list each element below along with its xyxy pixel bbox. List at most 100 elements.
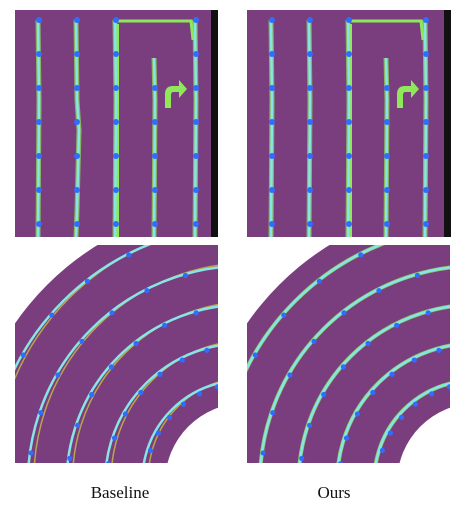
lane-point: [74, 187, 80, 193]
lane-point: [346, 51, 352, 57]
lane-point: [260, 450, 266, 456]
lane-point: [113, 119, 119, 125]
lane-point: [152, 187, 158, 193]
lane-point: [197, 391, 203, 397]
lane: [27, 266, 218, 463]
lane-point: [74, 51, 80, 57]
lane-point: [193, 310, 199, 316]
lane-edge: [33, 264, 218, 463]
lane-point: [456, 265, 461, 270]
lane-point: [452, 225, 457, 230]
lane: [142, 382, 218, 463]
lane-point: [108, 364, 115, 370]
lane: [384, 57, 389, 238]
caption: Baseline: [91, 483, 150, 502]
lane-point: [36, 51, 42, 57]
lane-point: [36, 85, 42, 91]
lane-point: [299, 455, 305, 461]
lane-point: [379, 447, 386, 454]
lane: [374, 382, 450, 463]
lane-point: [105, 461, 111, 463]
lane-point: [38, 410, 44, 416]
lane-point: [307, 17, 313, 23]
top-panel: [247, 10, 451, 238]
lane-point: [270, 410, 276, 416]
bottom-panel: [247, 225, 461, 471]
lane-point: [220, 225, 225, 230]
lane-point: [346, 85, 352, 91]
lane-point: [412, 401, 419, 407]
lane-point: [375, 466, 380, 471]
lane-point: [126, 252, 132, 258]
lane-point: [75, 422, 81, 428]
lane-point: [143, 466, 148, 471]
arcs: [0, 225, 232, 471]
lane-point: [113, 51, 119, 57]
lane-point: [152, 119, 158, 125]
lane-point: [157, 371, 163, 377]
edge: [211, 10, 218, 237]
lane-point: [307, 422, 313, 428]
lane-point: [376, 287, 382, 294]
lane-point: [147, 447, 154, 454]
lane-point: [423, 119, 429, 125]
lane-edge: [148, 381, 218, 463]
lane-point: [89, 391, 95, 398]
lane-point: [311, 338, 317, 344]
lane: [247, 245, 384, 372]
lane-point: [113, 153, 119, 159]
lane-point: [269, 17, 275, 23]
lane-point: [193, 153, 199, 159]
lane-point: [36, 119, 42, 125]
lane-point: [113, 17, 119, 23]
lane-point: [389, 371, 395, 377]
lane-point: [133, 340, 139, 347]
lane-point: [28, 450, 34, 456]
lane: [105, 344, 218, 463]
lane-point: [321, 391, 327, 398]
lane-point: [398, 414, 405, 420]
lane-point: [307, 153, 313, 159]
lane-point: [49, 312, 55, 318]
lane-point: [55, 372, 61, 378]
lane-point: [67, 455, 73, 461]
lane-point: [423, 51, 429, 57]
lane-point: [337, 461, 343, 463]
lane-point: [384, 153, 390, 159]
lane-point: [446, 384, 450, 390]
lane-point: [370, 389, 376, 396]
lane-point: [144, 287, 150, 294]
lane-point: [384, 221, 390, 227]
lane-point: [36, 221, 42, 227]
lane-point: [74, 153, 80, 159]
lane-point: [113, 187, 119, 193]
lane-edge: [111, 343, 218, 463]
lane-point: [281, 312, 287, 318]
lane-point: [307, 85, 313, 91]
lane-point: [414, 272, 421, 278]
lane-point: [384, 187, 390, 193]
top-panel: [15, 10, 218, 238]
lane-point: [36, 187, 42, 193]
lane-point: [269, 187, 275, 193]
lane-point: [166, 414, 173, 420]
lane-point: [425, 310, 431, 316]
lane-point: [269, 119, 275, 125]
lane-point: [227, 304, 232, 309]
lane-point: [0, 397, 5, 402]
lane-point: [113, 221, 119, 227]
lane-point: [155, 430, 161, 436]
lane-point: [354, 411, 361, 417]
lane-point: [387, 430, 393, 436]
lane-point: [79, 338, 85, 344]
lane-point: [204, 347, 210, 353]
lane-point: [152, 153, 158, 159]
lane-point: [138, 389, 144, 396]
lane-point: [316, 278, 322, 284]
lane-point: [423, 85, 429, 91]
lane-point: [358, 252, 364, 258]
lane-point: [74, 17, 80, 23]
bottom-panel: [0, 225, 232, 471]
lane-point: [20, 352, 26, 358]
lane-point: [269, 85, 275, 91]
